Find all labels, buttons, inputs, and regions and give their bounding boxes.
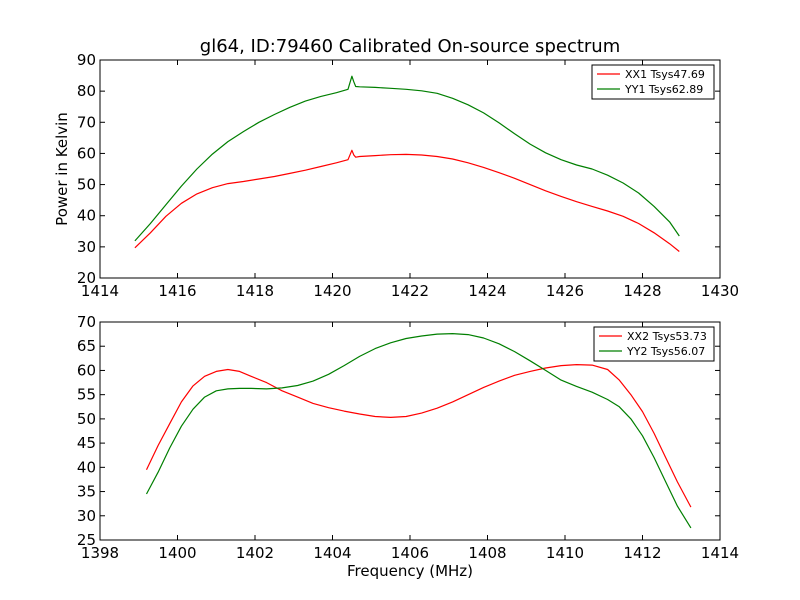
y-tick-label: 90 — [77, 51, 96, 69]
legend: XX2 Tsys53.73 YY2 Tsys56.07 — [593, 326, 715, 362]
y-tick-label: 40 — [77, 207, 96, 225]
series-line-2 — [145, 333, 692, 529]
legend-box — [591, 64, 715, 100]
x-tick-label: 1430 — [701, 282, 739, 300]
x-tick-label: 1426 — [546, 282, 584, 300]
series-line-2 — [134, 75, 680, 242]
y-tick-label: 50 — [77, 410, 96, 428]
x-axis-label: Frequency (MHz) — [347, 562, 473, 580]
legend-entry: YY2 Tsys56.07 — [626, 345, 705, 358]
y-tick-label: 60 — [77, 144, 96, 162]
x-tick-label: 1398 — [81, 544, 119, 562]
x-tick-label: 1428 — [623, 282, 661, 300]
y-tick-label: 45 — [77, 434, 96, 452]
legend-box — [593, 326, 715, 362]
y-tick-label: 55 — [77, 386, 96, 404]
top-panel: 1414 1416 1418 1420 1422 1424 1426 1428 1430 20 30… — [53, 51, 739, 300]
y-tick-label: 30 — [77, 238, 96, 256]
x-tick-label: 1410 — [546, 544, 584, 562]
x-tick-label: 1416 — [158, 282, 196, 300]
series-line-1 — [145, 364, 692, 508]
x-tick-label: 1424 — [468, 282, 506, 300]
y-tick-label: 65 — [77, 337, 96, 355]
x-tick-label: 1418 — [236, 282, 274, 300]
x-tick-label: 1406 — [391, 544, 429, 562]
y-tick-label: 70 — [77, 313, 96, 331]
bottom-panel: 1398 1400 1402 1404 1406 1408 1410 1412 1414 25 30… — [77, 313, 739, 580]
legend-entry: XX1 Tsys47.69 — [625, 68, 705, 81]
legend: XX1 Tsys47.69 YY1 Tsys62.89 — [591, 64, 715, 100]
series-line-1 — [134, 149, 680, 252]
x-tick-label: 1402 — [236, 544, 274, 562]
x-tick-label: 1422 — [391, 282, 429, 300]
x-tick-label: 1420 — [313, 282, 351, 300]
y-tick-label: 30 — [77, 507, 96, 525]
x-tick-label: 1412 — [623, 544, 661, 562]
legend-entry: YY1 Tsys62.89 — [624, 83, 703, 96]
x-tick-label: 1414 — [701, 544, 739, 562]
x-tick-label: 1404 — [313, 544, 351, 562]
y-axis-label: Power in Kelvin — [53, 112, 71, 226]
x-tick-label: 1414 — [81, 282, 119, 300]
x-tick-label: 1400 — [158, 544, 196, 562]
y-tick-label: 50 — [77, 176, 96, 194]
x-tick-label: 1408 — [468, 544, 506, 562]
y-tick-label: 35 — [77, 483, 96, 501]
y-tick-label: 80 — [77, 82, 96, 100]
y-tick-label: 40 — [77, 458, 96, 476]
y-tick-label: 25 — [77, 531, 96, 549]
y-tick-label: 20 — [77, 269, 96, 287]
y-tick-label: 60 — [77, 361, 96, 379]
y-tick-label: 70 — [77, 113, 96, 131]
legend-entry: XX2 Tsys53.73 — [627, 330, 707, 343]
figure-title: gl64, ID:79460 Calibrated On-source spec… — [200, 36, 620, 57]
